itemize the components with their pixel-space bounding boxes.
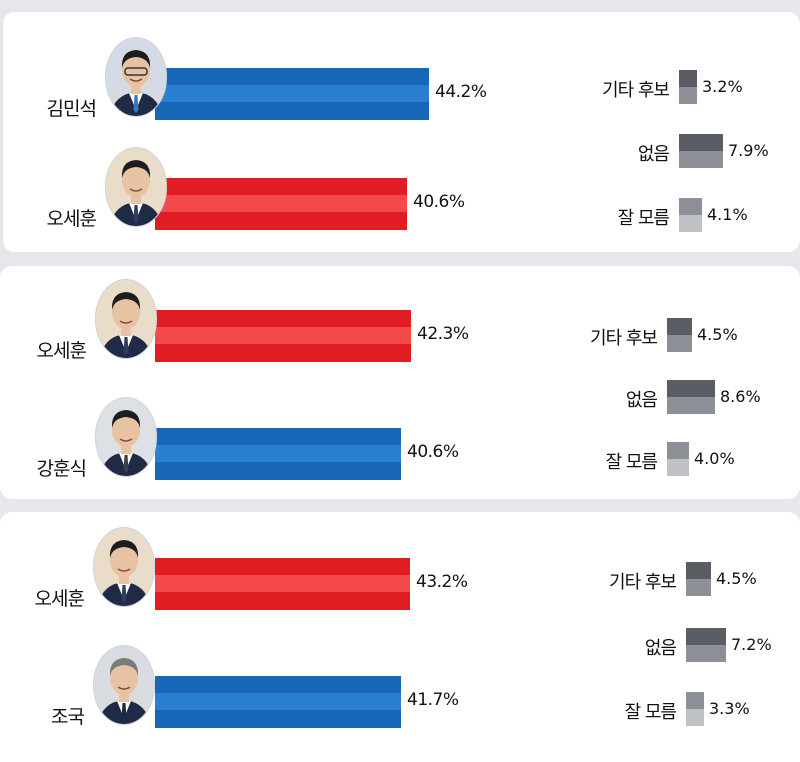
candidate-name: 강훈식 xyxy=(36,458,87,480)
response-bar-top xyxy=(667,380,715,397)
response-label: 기타 후보 xyxy=(609,572,677,593)
candidate-name: 조국 xyxy=(51,706,85,728)
avatar-kim xyxy=(106,38,166,116)
response-value-label: 7.9% xyxy=(728,141,769,160)
candidate-name: 오세훈 xyxy=(46,208,97,230)
response-bar xyxy=(679,134,723,168)
bar-highlight xyxy=(155,693,401,710)
response-label: 기타 후보 xyxy=(602,80,670,101)
response-label: 기타 후보 xyxy=(590,328,658,349)
response-bar-bottom xyxy=(667,459,689,476)
response-bar-bottom xyxy=(686,645,726,662)
candidate-name: 오세훈 xyxy=(34,588,85,610)
bar-red xyxy=(155,558,410,610)
response-bar-bottom xyxy=(679,87,697,104)
bar-value-label: 44.2% xyxy=(435,82,487,102)
bar-highlight xyxy=(155,445,401,462)
bar-red xyxy=(155,310,411,362)
response-bar-top xyxy=(667,442,689,459)
bar-highlight xyxy=(155,195,407,212)
response-value-label: 8.6% xyxy=(720,387,761,406)
candidate-name: 오세훈 xyxy=(36,340,87,362)
response-bar-bottom xyxy=(686,579,711,596)
response-bar-bottom xyxy=(686,709,704,726)
response-label: 없음 xyxy=(625,390,658,411)
response-value-label: 4.0% xyxy=(694,449,735,468)
response-value-label: 4.1% xyxy=(707,205,748,224)
bar-value-label: 40.6% xyxy=(413,192,465,212)
bar-blue xyxy=(155,428,401,480)
response-value-label: 4.5% xyxy=(716,569,757,588)
response-bar-top xyxy=(679,134,723,151)
response-bar xyxy=(686,562,711,596)
bar-blue xyxy=(155,68,429,120)
response-bar xyxy=(679,198,702,232)
response-bar xyxy=(667,380,715,414)
response-value-label: 3.2% xyxy=(702,77,743,96)
response-value-label: 7.2% xyxy=(731,635,772,654)
response-bar xyxy=(686,628,726,662)
bar-value-label: 42.3% xyxy=(417,324,469,344)
response-bar-top xyxy=(667,318,692,335)
response-value-label: 4.5% xyxy=(697,325,738,344)
response-label: 없음 xyxy=(644,638,677,659)
bar-highlight xyxy=(155,85,429,102)
response-bar-bottom xyxy=(667,397,715,414)
response-bar xyxy=(667,442,689,476)
response-bar-bottom xyxy=(667,335,692,352)
candidate-name: 김민석 xyxy=(46,98,97,120)
response-label: 잘 모름 xyxy=(605,452,658,473)
response-bar xyxy=(686,692,704,726)
avatar-oh xyxy=(94,528,154,606)
response-bar-top xyxy=(679,70,697,87)
avatar-oh xyxy=(106,148,166,226)
response-bar xyxy=(679,70,697,104)
bar-blue xyxy=(155,676,401,728)
bar-value-label: 40.6% xyxy=(407,442,459,462)
bar-highlight xyxy=(155,575,410,592)
bar-highlight xyxy=(155,327,411,344)
response-bar-top xyxy=(686,562,711,579)
response-bar-top xyxy=(679,198,702,215)
bar-red xyxy=(155,178,407,230)
response-bar-bottom xyxy=(679,151,723,168)
avatar-oh xyxy=(96,280,156,358)
response-label: 없음 xyxy=(637,144,670,165)
response-bar xyxy=(667,318,692,352)
response-bar-top xyxy=(686,692,704,709)
response-label: 잘 모름 xyxy=(617,208,670,229)
response-value-label: 3.3% xyxy=(709,699,750,718)
avatar-cho xyxy=(94,646,154,724)
response-bar-bottom xyxy=(679,215,702,232)
avatar-kang xyxy=(96,398,156,476)
bar-value-label: 43.2% xyxy=(416,572,468,592)
response-bar-top xyxy=(686,628,726,645)
response-label: 잘 모름 xyxy=(624,702,677,723)
bar-value-label: 41.7% xyxy=(407,690,459,710)
